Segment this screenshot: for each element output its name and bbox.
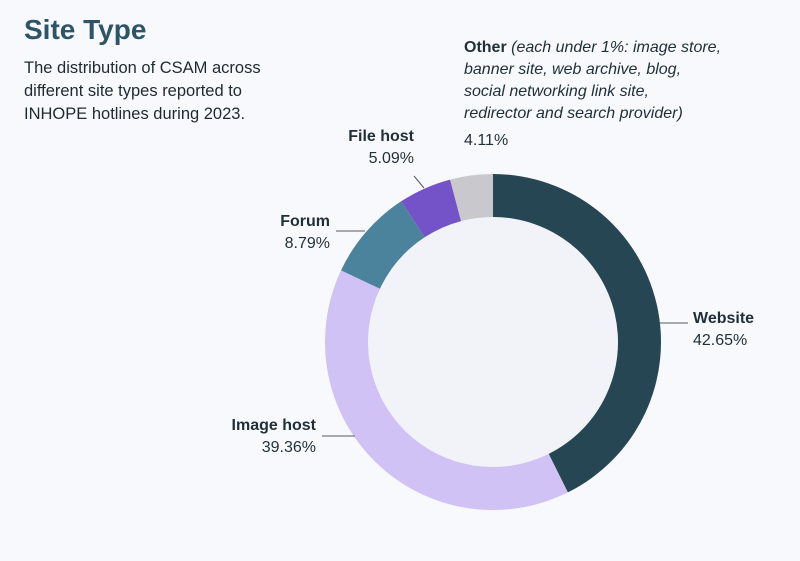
chart-title: Site Type: [24, 14, 147, 45]
label-note-line: (each under 1%: image store,: [511, 39, 721, 56]
label-note-line: redirector and search provider): [464, 105, 683, 122]
value-other: 4.11%: [464, 132, 508, 149]
label-image-host: Image host: [232, 417, 317, 434]
label-note-line: social networking link site,: [464, 83, 649, 100]
leader-file-host: [413, 175, 425, 189]
value-image-host: 39.36%: [262, 439, 316, 456]
label-note-line: banner site, web archive, blog,: [464, 61, 681, 78]
label-website: Website: [693, 310, 754, 327]
label-other: Other (each under 1%: image store, banner…: [464, 39, 721, 122]
value-forum: 8.79%: [285, 235, 330, 252]
donut-center: [368, 217, 618, 467]
chart-subtitle: The distribution of CSAM across differen…: [24, 59, 261, 123]
label-forum: Forum: [280, 213, 330, 230]
slice-file-host: [401, 179, 462, 238]
slice-website: [493, 174, 662, 493]
slice-forum: [341, 201, 425, 289]
value-file-host: 5.09%: [369, 150, 414, 167]
slice-image-host: [325, 270, 568, 511]
label-file-host: File host: [348, 128, 414, 145]
value-website: 42.65%: [693, 332, 747, 349]
label-name-other: Other: [464, 39, 511, 56]
slice-other: [450, 174, 493, 222]
